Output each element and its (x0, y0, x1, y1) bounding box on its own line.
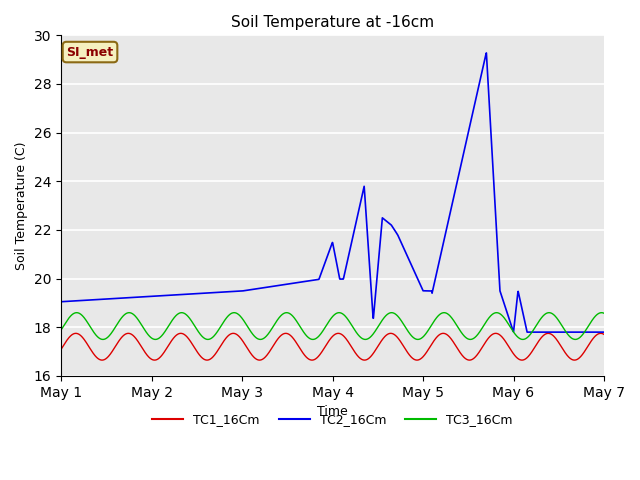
Legend: TC1_16Cm, TC2_16Cm, TC3_16Cm: TC1_16Cm, TC2_16Cm, TC3_16Cm (147, 408, 518, 431)
Text: SI_met: SI_met (67, 46, 113, 59)
Title: Soil Temperature at -16cm: Soil Temperature at -16cm (231, 15, 434, 30)
X-axis label: Time: Time (317, 405, 348, 418)
Y-axis label: Soil Temperature (C): Soil Temperature (C) (15, 142, 28, 270)
